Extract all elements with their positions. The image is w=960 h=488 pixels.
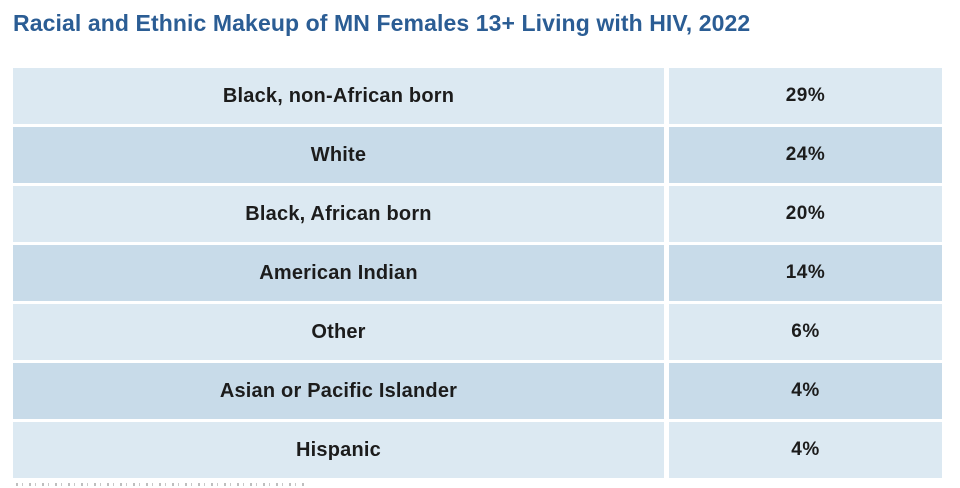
percent-value: 29% [669, 68, 942, 124]
percent-value: 4% [669, 422, 942, 478]
table-row: Black, African born 20% [13, 186, 942, 242]
race-label: American Indian [13, 245, 664, 301]
race-label: Hispanic [13, 422, 664, 478]
race-ethnicity-table: Black, non-African born 29% White 24% Black,… [13, 68, 942, 478]
percent-value: 24% [669, 127, 942, 183]
table-row: American Indian 14% [13, 245, 942, 301]
race-label: Black, non-African born [13, 68, 664, 124]
table-row: White 24% [13, 127, 942, 183]
percent-value: 4% [669, 363, 942, 419]
percent-value: 14% [669, 245, 942, 301]
page-title: Racial and Ethnic Makeup of MN Females 1… [13, 10, 751, 36]
percent-value: 20% [669, 186, 942, 242]
race-label: Other [13, 304, 664, 360]
table-row: Hispanic 4% [13, 422, 942, 478]
race-label: Asian or Pacific Islander [13, 363, 664, 419]
percent-value: 6% [669, 304, 942, 360]
table-row: Black, non-African born 29% [13, 68, 942, 124]
table-row: Other 6% [13, 304, 942, 360]
race-label: White [13, 127, 664, 183]
table-row: Asian or Pacific Islander 4% [13, 363, 942, 419]
footnote-text-clipped [16, 483, 306, 486]
race-label: Black, African born [13, 186, 664, 242]
